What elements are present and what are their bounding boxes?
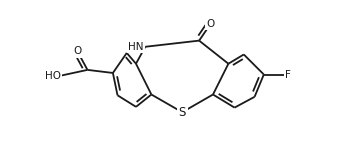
Text: O: O bbox=[207, 19, 215, 29]
Text: S: S bbox=[178, 106, 186, 119]
Text: O: O bbox=[73, 46, 82, 56]
Text: HO: HO bbox=[45, 71, 61, 81]
Text: HN: HN bbox=[128, 42, 144, 52]
Text: F: F bbox=[285, 69, 291, 80]
